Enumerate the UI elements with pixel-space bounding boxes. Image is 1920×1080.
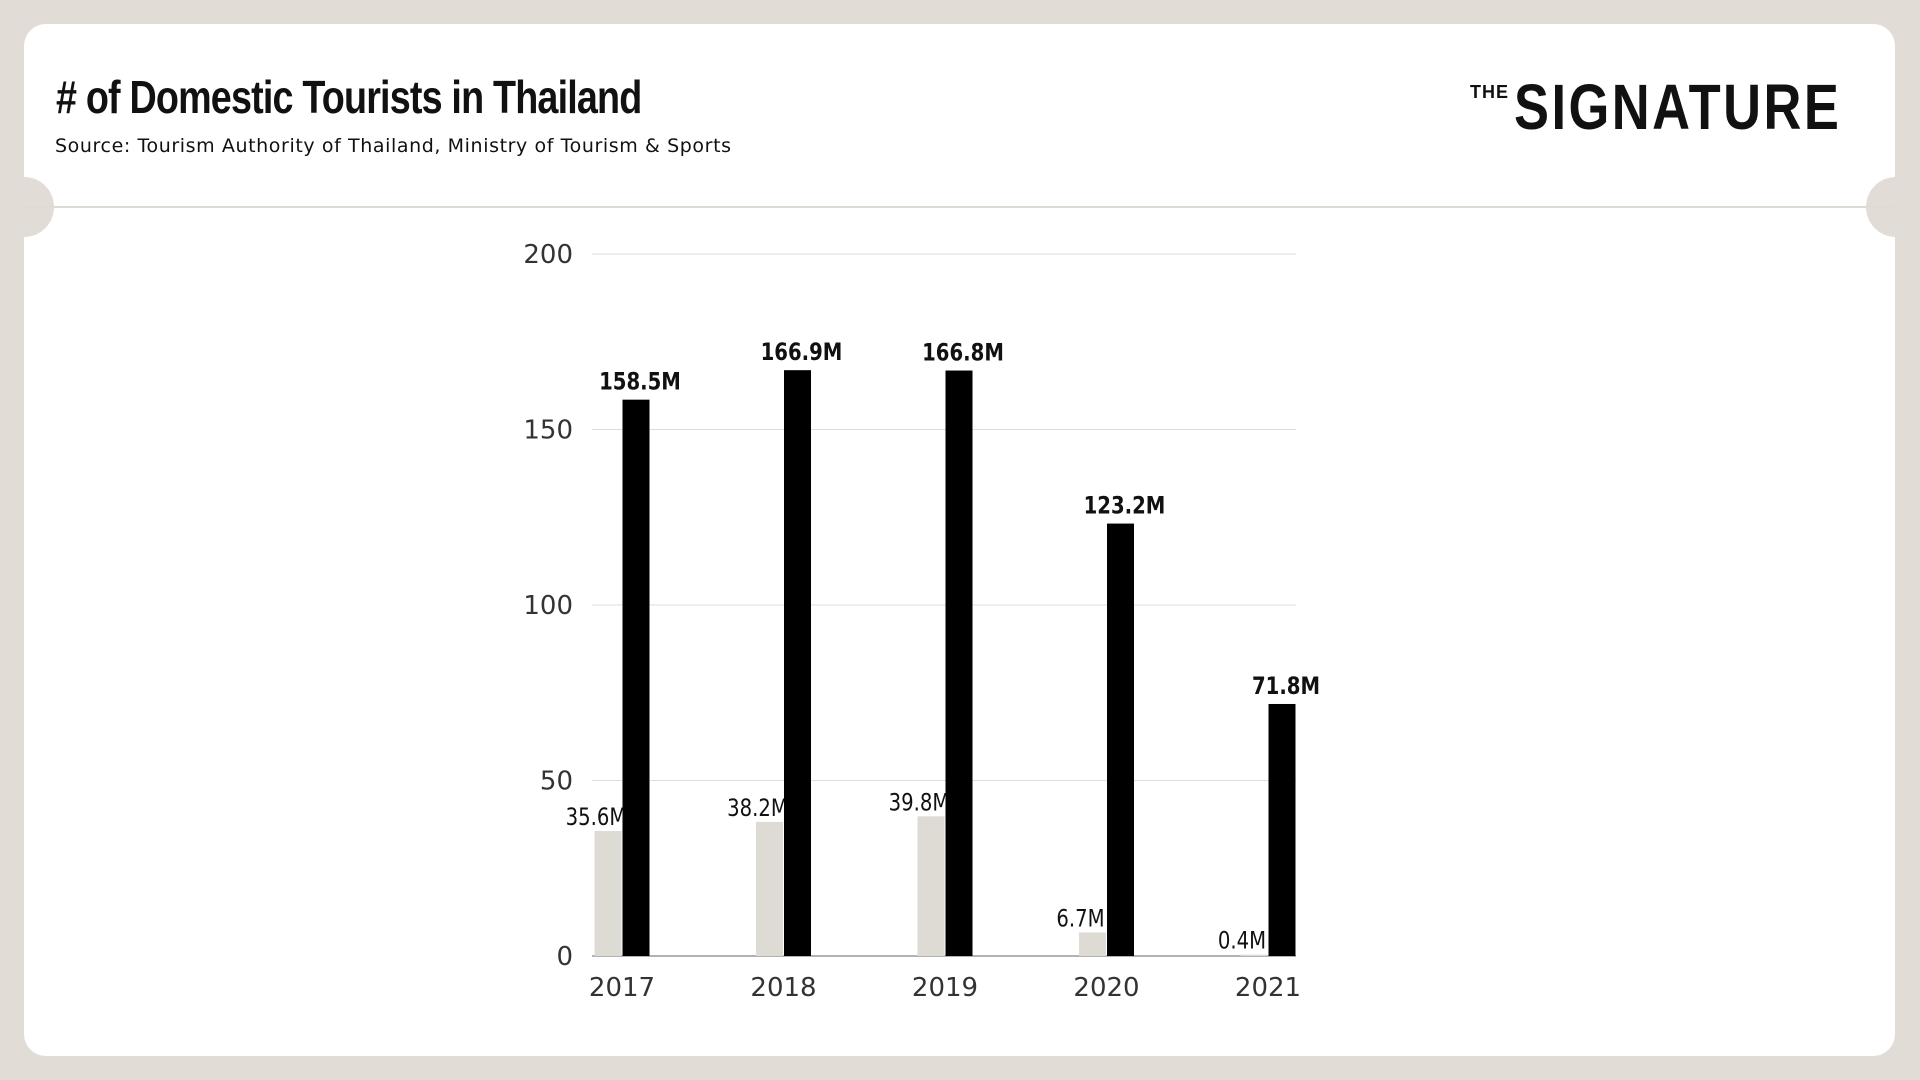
- chart-title: # of Domestic Tourists in Thailand: [56, 71, 642, 123]
- data-label-dark: 166.8M: [922, 340, 1004, 367]
- bar-light: [1079, 932, 1106, 956]
- x-tick-label: 2018: [750, 973, 816, 1003]
- header-divider: [24, 206, 1895, 208]
- data-label-light: 35.6M: [566, 804, 627, 831]
- x-tick-label: 2021: [1235, 973, 1301, 1003]
- bar-light: [917, 816, 945, 956]
- logo-prefix: THE: [1470, 82, 1509, 102]
- data-label-light: 39.8M: [889, 790, 950, 817]
- x-tick-label: 2019: [912, 973, 978, 1003]
- y-tick-label: 100: [523, 591, 573, 621]
- bar-dark: [1268, 703, 1296, 956]
- chart-source: Source: Tourism Authority of Thailand, M…: [55, 135, 732, 157]
- x-tick-label: 2020: [1073, 973, 1139, 1003]
- y-tick-label: 0: [556, 942, 573, 972]
- y-tick-label: 150: [523, 416, 573, 446]
- data-label-light: 38.2M: [727, 795, 788, 822]
- data-label-light: 6.7M: [1056, 906, 1104, 933]
- data-label-dark: 123.2M: [1084, 493, 1166, 520]
- data-label-dark: 166.9M: [761, 339, 843, 366]
- x-tick-label: 2017: [589, 973, 655, 1003]
- bar-light: [594, 831, 622, 956]
- y-tick-label: 200: [523, 240, 573, 270]
- bar-dark: [945, 370, 973, 957]
- bar-light: [1240, 954, 1268, 956]
- logo-wordmark: SIGNATURE: [1514, 71, 1842, 143]
- data-label-dark: 71.8M: [1252, 673, 1320, 700]
- bar-light: [756, 821, 783, 956]
- y-tick-label: 50: [540, 767, 573, 797]
- brand-logo: THE SIGNATURE: [1470, 71, 1840, 143]
- bar-dark: [1107, 523, 1134, 956]
- data-label-dark: 158.5M: [599, 369, 681, 396]
- data-label-light: 0.4M: [1218, 928, 1266, 955]
- bar-dark: [784, 370, 811, 956]
- bar-dark: [622, 399, 650, 956]
